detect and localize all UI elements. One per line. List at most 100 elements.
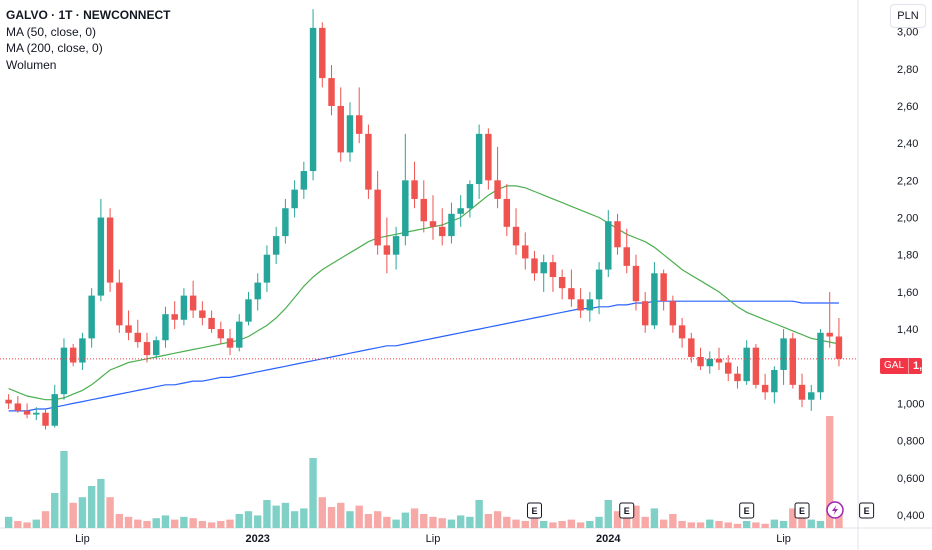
y-tick-label: 2,80 [897, 64, 918, 76]
candle-body [457, 208, 464, 214]
volume-bar [69, 502, 77, 528]
volume-bar [724, 522, 732, 528]
volume-bar [669, 514, 677, 528]
candle-body [577, 299, 584, 311]
candle-body [355, 115, 363, 134]
candle-body [152, 340, 160, 356]
candle-body [660, 273, 667, 302]
candle-body [263, 254, 271, 283]
flash-icon[interactable] [826, 501, 844, 519]
volume-bar [226, 519, 234, 528]
volume-bars [4, 416, 843, 528]
volume-bar [392, 519, 400, 528]
volume-bar [327, 507, 336, 528]
candle-body [328, 78, 335, 106]
volume-bar [549, 522, 557, 528]
candle-body [134, 332, 142, 343]
candle-body [715, 358, 723, 363]
candle-body [438, 226, 446, 237]
x-tick-label: 2023 [245, 533, 269, 545]
volume-bar [4, 516, 13, 528]
candle-body [282, 208, 289, 237]
y-tick-label: 1,40 [897, 324, 918, 336]
y-axis[interactable]: 0,4000,6000,8001,0001,201,401,601,802,00… [897, 27, 925, 522]
candle-body [669, 301, 677, 326]
candle-body [116, 282, 123, 326]
event-marker [859, 502, 875, 519]
candle-body [448, 213, 455, 237]
candle-body [106, 217, 114, 283]
candle-body [162, 314, 169, 341]
volume-bar [51, 493, 59, 528]
currency-button[interactable]: PLN [890, 4, 926, 28]
candle-body [734, 373, 741, 382]
event-marker [619, 502, 635, 519]
volume-bar [124, 516, 133, 528]
candle-body [23, 410, 31, 415]
candle-body [60, 347, 68, 395]
candle-body [817, 332, 824, 393]
volume-bar [364, 514, 373, 528]
volume-bar [641, 516, 649, 528]
volume-bar [789, 508, 797, 528]
candle-body [180, 295, 188, 320]
candle-body [42, 412, 49, 426]
candle-body [402, 180, 409, 237]
candle-body [217, 329, 225, 339]
candle-body [125, 325, 132, 333]
candle-body [605, 221, 612, 270]
x-axis[interactable]: Lip2023Lip2024Lip2025Lip [75, 533, 932, 545]
volume-bar [770, 519, 779, 528]
candle-body [522, 245, 529, 259]
candle-body [300, 171, 308, 190]
candle-body [475, 133, 483, 185]
volume-bar [115, 514, 124, 528]
candle-body [189, 295, 197, 311]
volume-bar [170, 519, 179, 528]
y-tick-label: 2,60 [897, 101, 918, 113]
volume-bar [586, 521, 594, 528]
volume-legend[interactable]: Wolumen [6, 57, 57, 72]
volume-bar [318, 497, 326, 528]
volume-bar [475, 500, 483, 528]
volume-bar [604, 500, 612, 528]
ma50-legend[interactable]: MA (50, close, 0) [6, 24, 97, 39]
volume-bar [678, 521, 686, 528]
last-price-tag: GAL 1,24 [880, 358, 932, 374]
volume-bar [558, 521, 566, 528]
volume-bar [466, 516, 474, 528]
x-tick-label: Lip [426, 533, 441, 545]
candles [5, 9, 843, 430]
x-tick-label: 2024 [596, 533, 621, 545]
candle-body [503, 198, 511, 227]
candle-body [51, 394, 58, 426]
candle-body [632, 265, 640, 302]
volume-bar [540, 521, 548, 528]
candle-body [808, 392, 815, 400]
candle-body [143, 342, 151, 356]
volume-bar [78, 497, 87, 528]
volume-bar [373, 511, 382, 528]
event-marker-label: E [864, 506, 870, 516]
candle-body [706, 358, 714, 367]
candle-body [595, 269, 603, 300]
candle-body [272, 236, 280, 255]
volume-bar [521, 521, 529, 528]
event-marker [526, 502, 542, 519]
candle-body [761, 384, 769, 393]
volume-bar [189, 518, 197, 528]
event-marker-label: E [624, 506, 630, 516]
volume-bar [161, 515, 170, 528]
volume-bar [733, 523, 742, 528]
candle-body [512, 226, 520, 246]
candle-body [688, 338, 695, 357]
candle-body [697, 356, 704, 367]
symbol-title[interactable]: GALVO · 1T · NEWCONNECT [6, 8, 171, 22]
ma200-legend[interactable]: MA (200, close, 0) [6, 41, 103, 55]
volume-bar [217, 521, 225, 528]
y-tick-label: 2,20 [897, 175, 918, 187]
candle-body [79, 338, 86, 363]
candle-body [309, 27, 317, 172]
candle-body [835, 336, 843, 359]
